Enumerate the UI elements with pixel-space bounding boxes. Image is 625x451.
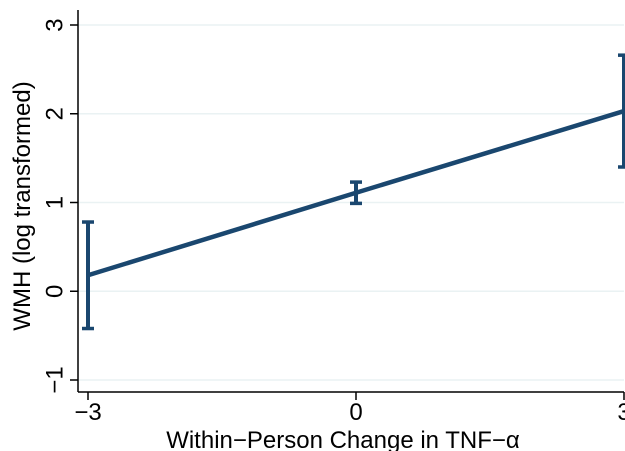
y-tick-label: 1 [41, 196, 68, 209]
y-tick-label: 0 [41, 285, 68, 298]
y-tick-label: −1 [41, 366, 68, 393]
x-tick-label: 3 [617, 399, 625, 426]
y-axis-label: WMH (log transformed) [9, 81, 36, 330]
y-tick-label: 3 [41, 18, 68, 31]
x-tick-label: −3 [74, 399, 101, 426]
ticks: −1 0 1 2 3 −3 0 3 [41, 18, 625, 426]
x-axis-label: Within−Person Change in TNF−α [166, 427, 520, 451]
axes [77, 10, 624, 393]
y-tick-label: 2 [41, 107, 68, 120]
x-tick-label: 0 [349, 399, 362, 426]
series [82, 53, 625, 331]
